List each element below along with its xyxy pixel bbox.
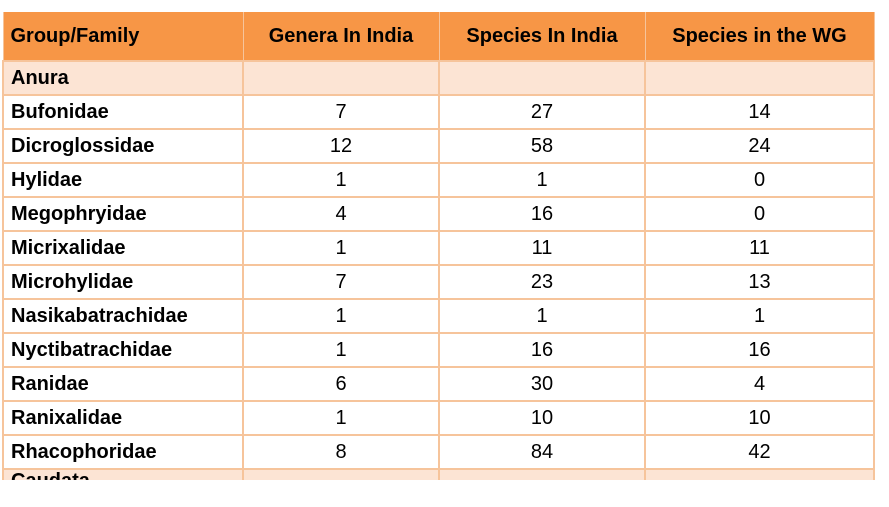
genera-cell: 1 (242, 298, 440, 334)
species-india-cell: 16 (438, 196, 646, 232)
group-cell-empty (438, 60, 646, 96)
species-india-cell: 84 (438, 434, 646, 470)
table-row: Megophryidae 4 16 0 (2, 196, 875, 232)
species-wg-cell: 10 (644, 400, 875, 436)
table-row: Nyctibatrachidae 1 16 16 (2, 332, 875, 368)
species-wg-cell: 14 (644, 94, 875, 130)
genera-cell: 12 (242, 128, 440, 164)
species-india-cell: 58 (438, 128, 646, 164)
header-species-in-india: Species In India (438, 12, 646, 61)
table-header-row: Group/Family Genera In India Species In … (2, 12, 875, 61)
group-row-next: Caudata (2, 468, 875, 480)
species-india-cell: 30 (438, 366, 646, 402)
genera-cell: 1 (242, 332, 440, 368)
group-label: Caudata (2, 468, 244, 480)
table-row: Hylidae 1 1 0 (2, 162, 875, 198)
species-wg-cell: 0 (644, 196, 875, 232)
table-row: Bufonidae 7 27 14 (2, 94, 875, 130)
table-row: Micrixalidae 1 11 11 (2, 230, 875, 266)
table-body: Anura Bufonidae 7 27 14 Dicroglossidae 12 58 24… (2, 60, 875, 480)
group-label: Anura (2, 60, 244, 96)
amphibian-families-table: Group/Family Genera In India Species In … (2, 12, 875, 480)
genera-cell: 7 (242, 264, 440, 300)
species-wg-cell: 24 (644, 128, 875, 164)
species-wg-cell: 1 (644, 298, 875, 334)
next-group-label: Caudata (11, 470, 242, 480)
family-cell: Ranidae (2, 366, 244, 402)
species-india-cell: 10 (438, 400, 646, 436)
family-cell: Hylidae (2, 162, 244, 198)
group-cell-empty (644, 60, 875, 96)
species-wg-cell: 13 (644, 264, 875, 300)
species-wg-cell: 42 (644, 434, 875, 470)
species-india-cell: 27 (438, 94, 646, 130)
table-row: Rhacophoridae 8 84 42 (2, 434, 875, 470)
species-wg-cell: 0 (644, 162, 875, 198)
genera-cell: 6 (242, 366, 440, 402)
table-row: Dicroglossidae 12 58 24 (2, 128, 875, 164)
family-cell: Ranixalidae (2, 400, 244, 436)
group-cell-empty (438, 468, 646, 480)
family-cell: Micrixalidae (2, 230, 244, 266)
family-cell: Megophryidae (2, 196, 244, 232)
table-row: Ranidae 6 30 4 (2, 366, 875, 402)
header-genera-in-india: Genera In India (242, 12, 440, 61)
genera-cell: 1 (242, 400, 440, 436)
header-group-family: Group/Family (2, 12, 244, 61)
table-row: Microhylidae 7 23 13 (2, 264, 875, 300)
genera-cell: 1 (242, 162, 440, 198)
table-row: Nasikabatrachidae 1 1 1 (2, 298, 875, 334)
species-india-cell: 23 (438, 264, 646, 300)
header-species-in-wg: Species in the WG (644, 12, 875, 61)
species-wg-cell: 4 (644, 366, 875, 402)
species-india-cell: 16 (438, 332, 646, 368)
family-cell: Nyctibatrachidae (2, 332, 244, 368)
species-india-cell: 11 (438, 230, 646, 266)
species-india-cell: 1 (438, 162, 646, 198)
family-cell: Microhylidae (2, 264, 244, 300)
genera-cell: 8 (242, 434, 440, 470)
group-cell-empty (242, 60, 440, 96)
genera-cell: 1 (242, 230, 440, 266)
genera-cell: 4 (242, 196, 440, 232)
family-cell: Dicroglossidae (2, 128, 244, 164)
species-india-cell: 1 (438, 298, 646, 334)
species-wg-cell: 16 (644, 332, 875, 368)
family-cell: Bufonidae (2, 94, 244, 130)
species-wg-cell: 11 (644, 230, 875, 266)
group-cell-empty (242, 468, 440, 480)
family-cell: Rhacophoridae (2, 434, 244, 470)
group-cell-empty (644, 468, 875, 480)
table-row: Ranixalidae 1 10 10 (2, 400, 875, 436)
genera-cell: 7 (242, 94, 440, 130)
group-row-anura: Anura (2, 60, 875, 96)
family-cell: Nasikabatrachidae (2, 298, 244, 334)
